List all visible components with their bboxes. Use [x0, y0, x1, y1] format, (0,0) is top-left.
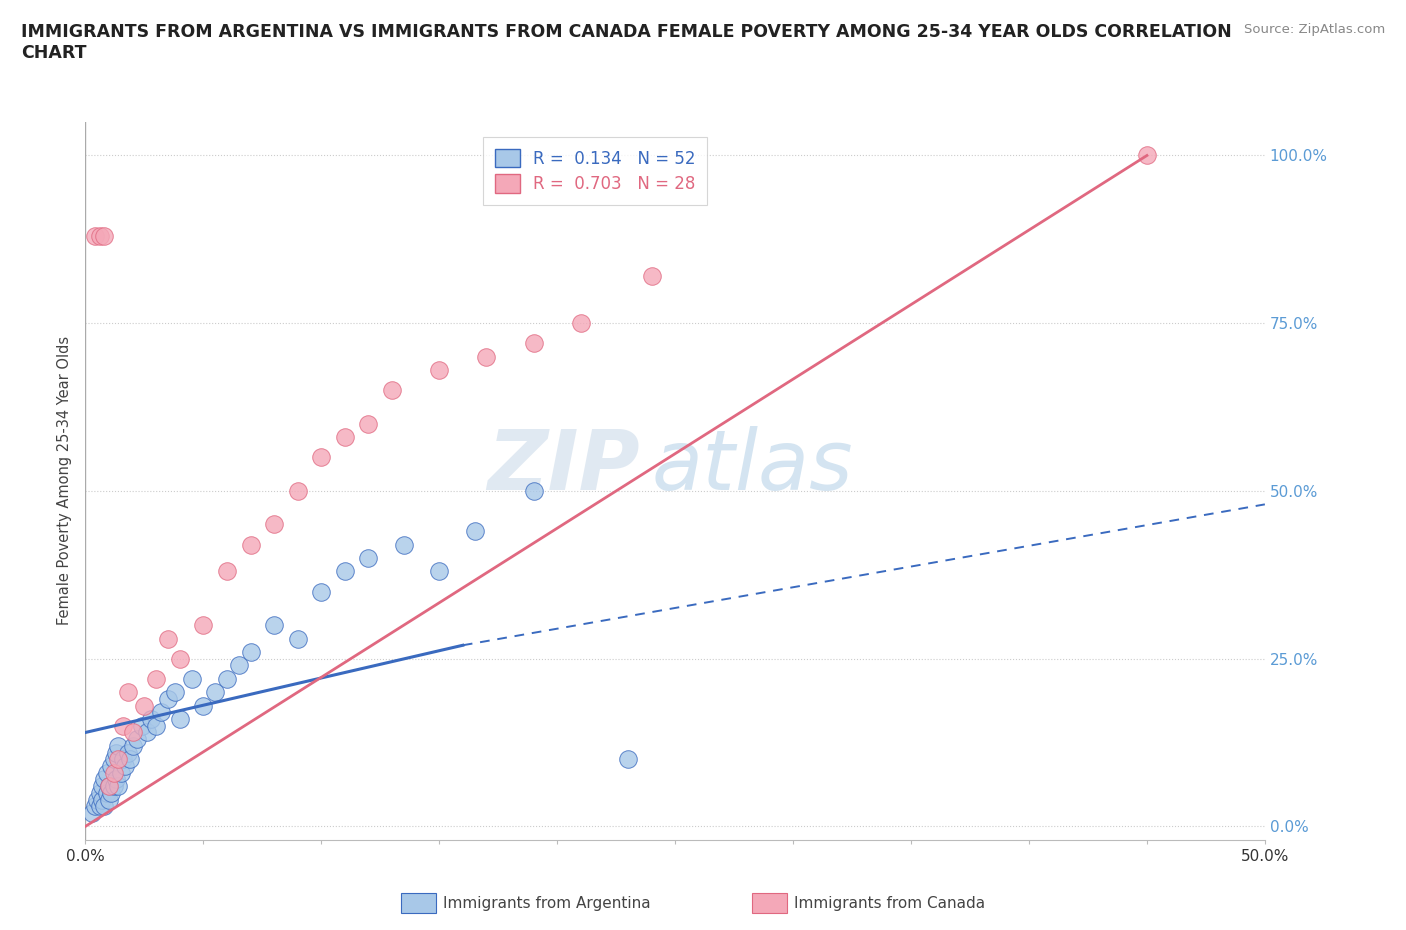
Point	[180, 671, 202, 686]
Point	[475, 350, 498, 365]
Point	[121, 738, 143, 753]
Point	[156, 692, 179, 707]
Point	[333, 430, 356, 445]
Point	[112, 718, 135, 733]
Point	[127, 732, 149, 747]
Point	[204, 684, 226, 699]
Point	[96, 786, 118, 801]
Point	[107, 751, 129, 766]
Point	[112, 751, 135, 766]
Point	[145, 671, 167, 686]
Point	[103, 751, 125, 766]
Point	[569, 316, 592, 331]
Point	[103, 778, 125, 793]
Point	[145, 718, 167, 733]
Point	[100, 759, 122, 774]
Point	[82, 805, 104, 820]
Point	[117, 684, 139, 699]
Point	[311, 584, 333, 599]
Text: Source: ZipAtlas.com: Source: ZipAtlas.com	[1244, 23, 1385, 36]
Point	[86, 792, 108, 807]
Point	[215, 671, 238, 686]
Point	[357, 551, 380, 565]
Point	[163, 684, 186, 699]
Point	[263, 618, 285, 632]
Point	[89, 786, 111, 801]
Point	[117, 745, 139, 760]
Point	[110, 765, 132, 780]
Point	[464, 524, 486, 538]
Point	[311, 450, 333, 465]
Point	[149, 705, 172, 720]
Legend: R =  0.134   N = 52, R =  0.703   N = 28: R = 0.134 N = 52, R = 0.703 N = 28	[482, 138, 707, 205]
Point	[427, 564, 450, 578]
Point	[83, 799, 105, 814]
Point	[89, 799, 111, 814]
Point	[263, 517, 285, 532]
Point	[89, 229, 111, 244]
Point	[287, 484, 309, 498]
Point	[83, 229, 105, 244]
Point	[120, 751, 142, 766]
Point	[523, 484, 546, 498]
Point	[193, 618, 215, 632]
Point	[357, 417, 380, 432]
Point	[141, 711, 163, 726]
Point	[121, 725, 143, 740]
Point	[523, 336, 546, 351]
Text: IMMIGRANTS FROM ARGENTINA VS IMMIGRANTS FROM CANADA FEMALE POVERTY AMONG 25-34 Y: IMMIGRANTS FROM ARGENTINA VS IMMIGRANTS …	[21, 23, 1232, 62]
Point	[193, 698, 215, 713]
Point	[114, 759, 136, 774]
Point	[333, 564, 356, 578]
Text: Immigrants from Argentina: Immigrants from Argentina	[443, 896, 651, 910]
Point	[97, 778, 120, 793]
Point	[103, 765, 125, 780]
Point	[640, 269, 662, 284]
Point	[617, 751, 640, 766]
Point	[105, 745, 128, 760]
Point	[239, 644, 262, 659]
Point	[381, 383, 404, 398]
Point	[100, 786, 122, 801]
Point	[97, 778, 120, 793]
Point	[239, 538, 262, 552]
Point	[1136, 148, 1159, 163]
Text: atlas: atlas	[651, 426, 853, 507]
Point	[107, 778, 129, 793]
Text: Immigrants from Canada: Immigrants from Canada	[794, 896, 986, 910]
Point	[93, 229, 115, 244]
Point	[107, 738, 129, 753]
Point	[392, 538, 415, 552]
Point	[93, 799, 115, 814]
Point	[105, 772, 128, 787]
Point	[90, 778, 112, 793]
Point	[228, 658, 250, 672]
Y-axis label: Female Poverty Among 25-34 Year Olds: Female Poverty Among 25-34 Year Olds	[58, 337, 72, 626]
Point	[97, 792, 120, 807]
Text: ZIP: ZIP	[486, 426, 640, 507]
Point	[169, 711, 191, 726]
Point	[215, 564, 238, 578]
Point	[96, 765, 118, 780]
Point	[156, 631, 179, 646]
Point	[287, 631, 309, 646]
Point	[131, 718, 153, 733]
Point	[169, 651, 191, 666]
Point	[134, 698, 156, 713]
Point	[427, 363, 450, 378]
Point	[93, 772, 115, 787]
Point	[90, 792, 112, 807]
Point	[135, 725, 157, 740]
